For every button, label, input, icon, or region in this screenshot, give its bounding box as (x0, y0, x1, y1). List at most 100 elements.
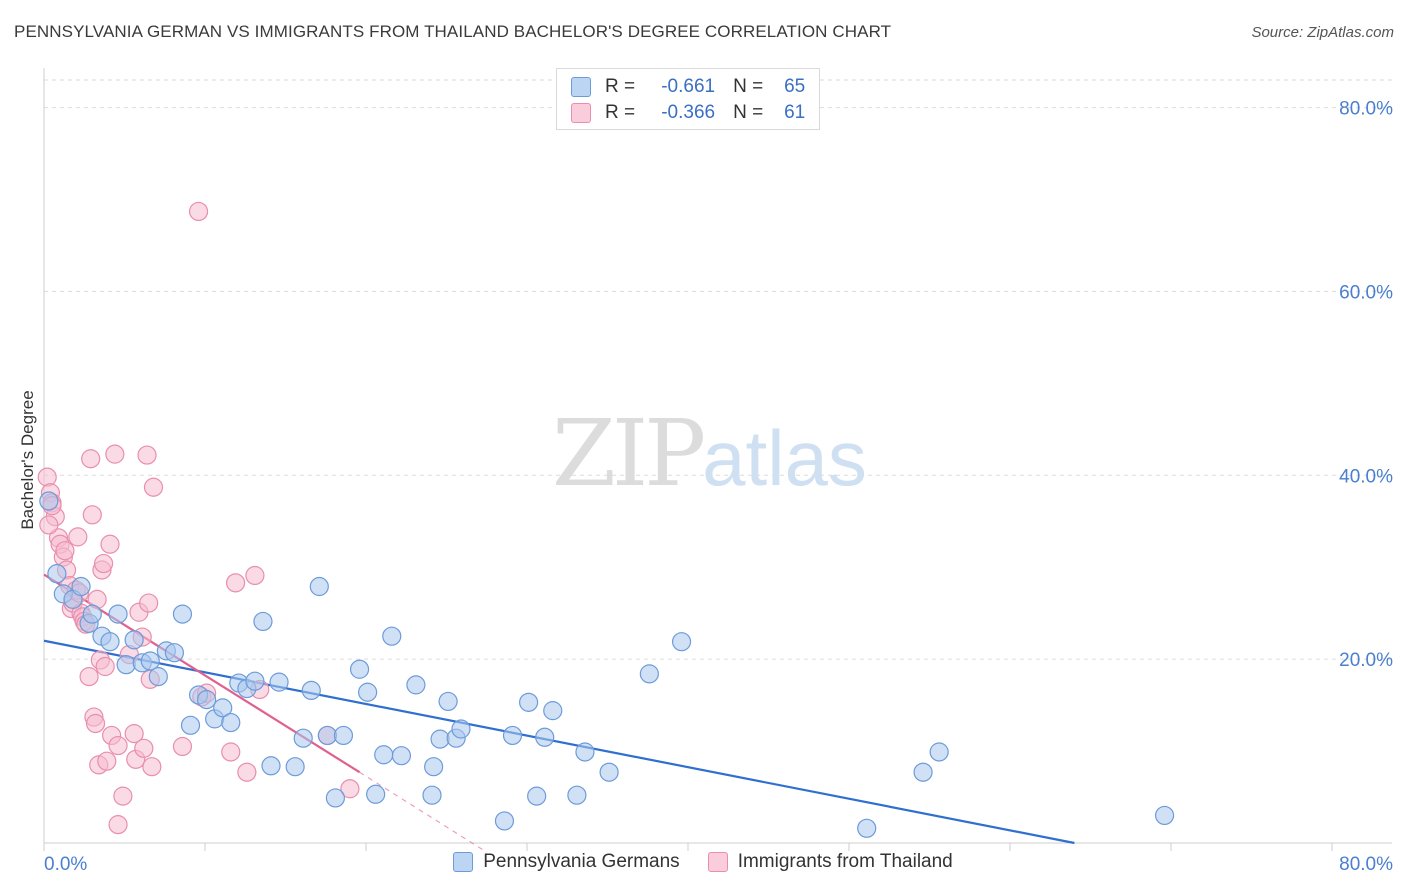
thailand-point (81, 449, 101, 469)
pennsylvania-point (124, 630, 144, 650)
pennsylvania-point (285, 757, 305, 777)
legend-swatch-pink (707, 852, 728, 872)
pennsylvania-point (451, 719, 471, 739)
legend-n-label: N = (733, 76, 764, 97)
pennsylvania-point (358, 682, 378, 702)
thailand-point (188, 201, 209, 222)
thailand-trend-extension (359, 771, 488, 853)
thailand-point (340, 779, 360, 799)
legend-item-thailand[interactable]: Immigrants from Thailand (707, 851, 953, 873)
pennsylvania-trend-line (43, 639, 1075, 845)
correlation-legend: R = -0.661 N = 65 R = -0.366 N = 61 (556, 68, 820, 130)
thailand-point (245, 565, 265, 586)
thailand-point (108, 815, 128, 835)
thailand-point (134, 738, 154, 758)
legend-r-label: R = (605, 76, 636, 97)
pennsylvania-point (261, 756, 281, 776)
pennsylvania-point (913, 762, 933, 782)
pennsylvania-point (438, 691, 458, 712)
thailand-point (237, 762, 257, 782)
thailand-point (143, 477, 164, 497)
thailand-point (108, 735, 128, 756)
pennsylvania-point (1154, 805, 1175, 826)
pennsylvania-point (406, 675, 426, 695)
pennsylvania-point (527, 786, 547, 806)
tick-labels: 20.0% 40.0% 60.0% 80.0% 0.0% 80.0% (44, 99, 1393, 875)
pennsylvania-point (100, 632, 120, 652)
thailand-point (139, 593, 159, 613)
thailand-point (95, 656, 115, 677)
thailand-point (85, 713, 106, 734)
chart-title: PENNSYLVANIA GERMAN VS IMMIGRANTS FROM T… (14, 22, 892, 41)
pennsylvania-point (502, 725, 523, 746)
legend-label-pennsylvania: Pennsylvania Germans (483, 851, 680, 872)
source-label: Source: ZipAtlas.com (1251, 24, 1394, 41)
pennsylvania-point (253, 611, 273, 632)
thailand-point (93, 553, 114, 574)
pennsylvania-point (140, 651, 160, 671)
pennsylvania-point (333, 725, 354, 746)
pennsylvania-point (382, 626, 402, 646)
pennsylvania-point (639, 664, 659, 684)
x-tick-label-min: 0.0% (44, 854, 87, 875)
pennsylvania-point (366, 784, 386, 804)
pennsylvania-point (71, 576, 91, 597)
pennsylvania-point (430, 729, 450, 749)
thailand-point (37, 467, 57, 487)
pennsylvania-point (325, 788, 346, 808)
thailand-point (97, 751, 117, 771)
series-legend: Pennsylvania Germans Immigrants from Tha… (0, 851, 1406, 873)
legend-swatch-blue (453, 852, 474, 872)
pennsylvania-point (575, 742, 595, 762)
pennsylvania-point (567, 785, 587, 805)
pennsylvania-point (47, 564, 67, 584)
thailand-point (172, 736, 193, 757)
pennsylvania-point (857, 818, 877, 838)
legend-n-value: 61 (784, 102, 806, 123)
pennsylvania-point (349, 659, 370, 679)
pennsylvania-point (422, 785, 442, 805)
legend-r-value: -0.661 (661, 76, 716, 97)
y-tick-label: 20.0% (1339, 650, 1393, 671)
thailand-point (137, 445, 157, 465)
pennsylvania-point (172, 604, 193, 624)
series-pennsylvania-points (39, 491, 1175, 838)
pennsylvania-point (148, 667, 168, 687)
thailand-point (100, 534, 120, 554)
legend-item-pennsylvania[interactable]: Pennsylvania Germans (453, 851, 680, 873)
pennsylvania-point (543, 701, 563, 721)
pennsylvania-point (108, 604, 128, 624)
legend-n-value: 65 (784, 76, 806, 97)
pennsylvania-point (599, 762, 619, 782)
pennsylvania-point (39, 491, 59, 511)
thailand-point (113, 786, 133, 806)
thailand-point (55, 541, 75, 561)
thailand-point (124, 724, 144, 744)
pennsylvania-point (374, 745, 394, 765)
legend-r-value: -0.366 (661, 102, 716, 123)
legend-row-thailand: R = -0.366 N = 61 (571, 100, 805, 126)
pennsylvania-point (671, 632, 692, 652)
pennsylvania-point (309, 576, 329, 597)
pennsylvania-point (197, 689, 217, 710)
thailand-point (68, 527, 88, 547)
pennsylvania-point (245, 671, 265, 691)
legend-r-label: R = (605, 102, 636, 123)
y-axis-label: Bachelor's Degree (18, 390, 37, 530)
pennsylvania-point (929, 742, 949, 762)
thailand-point (79, 667, 99, 687)
pennsylvania-point (164, 643, 185, 663)
thailand-point (221, 742, 241, 762)
pennsylvania-point (269, 672, 289, 692)
pennsylvania-point (301, 680, 321, 701)
x-tick-label-max: 80.0% (1339, 854, 1393, 875)
legend-n-label: N = (733, 102, 764, 123)
pennsylvania-point (424, 757, 444, 777)
pennsylvania-point (494, 811, 515, 831)
pennsylvania-point (213, 698, 233, 718)
thailand-point (142, 757, 162, 777)
y-tick-label: 40.0% (1339, 466, 1393, 487)
y-tick-label: 60.0% (1339, 282, 1393, 303)
pennsylvania-point (535, 727, 555, 747)
